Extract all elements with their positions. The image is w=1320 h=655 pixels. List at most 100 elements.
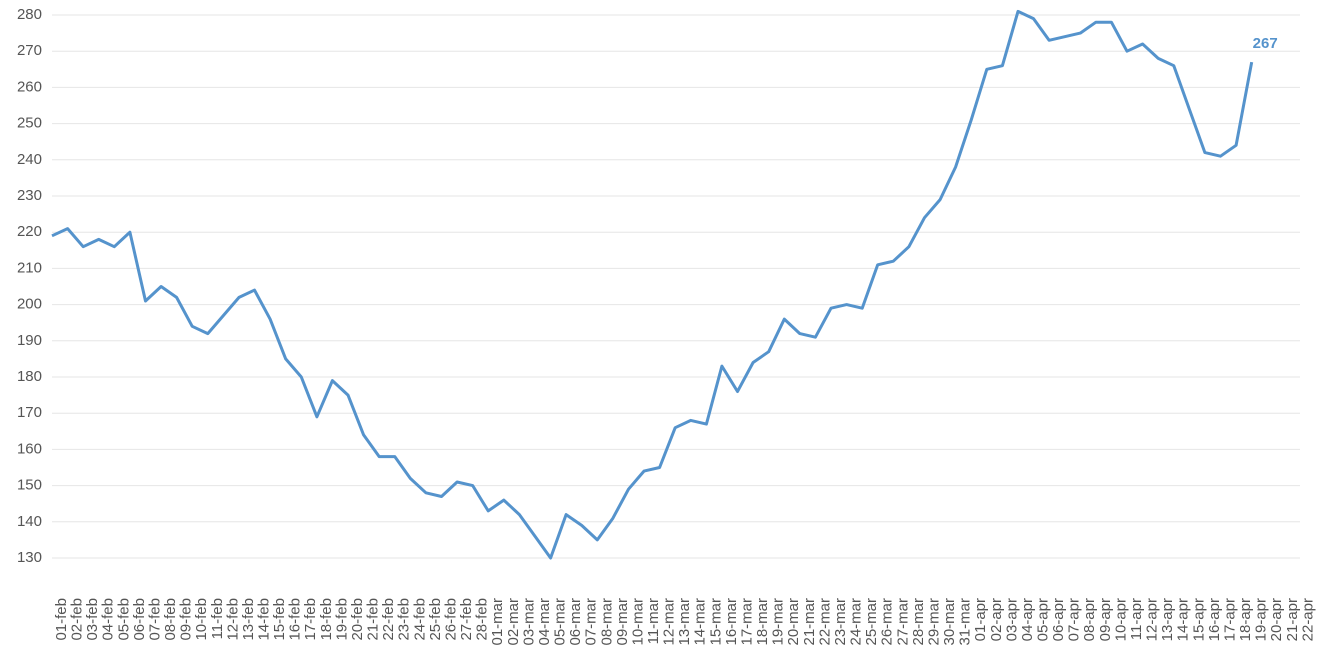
line bbox=[51, 9, 1254, 560]
x-tick-label: 03-apr bbox=[1003, 598, 1020, 641]
y-tick-label: 270 bbox=[17, 42, 42, 59]
x-tick-label: 19-apr bbox=[1253, 598, 1270, 641]
y-tick-label: 150 bbox=[17, 477, 42, 494]
x-tick-label: 24-feb bbox=[411, 598, 428, 641]
y-tick-label: 250 bbox=[17, 115, 42, 132]
x-tick-label: 11-apr bbox=[1128, 598, 1145, 640]
x-tick-label: 07-apr bbox=[1066, 598, 1083, 641]
x-tick-label: 06-mar bbox=[567, 598, 584, 646]
x-tick-label: 08-apr bbox=[1081, 598, 1098, 641]
x-tick-label: 28-feb bbox=[474, 598, 491, 641]
y-tick-label: 200 bbox=[17, 296, 42, 313]
x-tick-label: 19-mar bbox=[770, 598, 787, 646]
x-tick-label: 20-apr bbox=[1268, 598, 1285, 641]
x-tick-label: 12-mar bbox=[661, 598, 678, 646]
x-tick-label: 11-feb bbox=[209, 598, 226, 639]
x-tick-label: 06-apr bbox=[1050, 598, 1067, 641]
x-tick-label: 08-feb bbox=[162, 598, 179, 641]
x-tick-label: 06-feb bbox=[131, 598, 148, 641]
y-tick-label: 220 bbox=[17, 223, 42, 240]
x-tick-label: 17-apr bbox=[1221, 598, 1238, 641]
x-tick-label: 03-mar bbox=[520, 598, 537, 646]
x-tick-label: 04-feb bbox=[100, 598, 117, 641]
x-tick-label: 13-feb bbox=[240, 598, 257, 641]
x-tick-label: 14-apr bbox=[1175, 598, 1192, 641]
x-tick-label: 12-apr bbox=[1144, 598, 1161, 641]
x-tick-label: 16-apr bbox=[1206, 598, 1223, 641]
x-tick-label: 04-apr bbox=[1019, 598, 1036, 641]
x-tick-label: 19-feb bbox=[333, 598, 350, 641]
x-tick-label: 01-apr bbox=[972, 598, 989, 641]
x-tick-label: 28-mar bbox=[910, 598, 927, 646]
x-tick-label: 02-mar bbox=[505, 598, 522, 646]
x-tick-label: 21-apr bbox=[1284, 598, 1301, 641]
x-tick-label: 07-mar bbox=[583, 598, 600, 646]
x-tick-label: 26-feb bbox=[442, 598, 459, 641]
x-tick-label: 16-feb bbox=[287, 598, 304, 641]
x-tick-label: 15-apr bbox=[1190, 598, 1207, 641]
x-tick-label: 12-feb bbox=[224, 598, 241, 641]
y-tick-label: 180 bbox=[17, 368, 42, 385]
x-tick-label: 05-mar bbox=[552, 598, 569, 646]
x-tick-label: 18-apr bbox=[1237, 598, 1254, 641]
y-tick-label: 190 bbox=[17, 332, 42, 349]
x-tick-label: 16-mar bbox=[723, 598, 740, 646]
x-tick-label: 09-apr bbox=[1097, 598, 1114, 641]
x-tick-label: 05-feb bbox=[115, 598, 132, 641]
x-tick-label: 20-mar bbox=[785, 598, 802, 646]
x-tick-label: 24-mar bbox=[848, 598, 865, 646]
x-tick-label: 13-mar bbox=[676, 598, 693, 646]
x-tick-label: 02-apr bbox=[988, 598, 1005, 641]
y-tick-label: 140 bbox=[17, 513, 42, 530]
y-tick-label: 240 bbox=[17, 151, 42, 168]
value-label: 267 bbox=[1253, 35, 1278, 52]
y-tick-label: 160 bbox=[17, 440, 42, 457]
x-tick-label: 11-mar bbox=[645, 598, 662, 644]
y-tick-label: 280 bbox=[17, 6, 42, 23]
x-tick-label: 03-feb bbox=[84, 598, 101, 641]
x-tick-label: 18-mar bbox=[754, 598, 771, 646]
x-tick-label: 23-feb bbox=[396, 598, 413, 641]
x-tick-label: 09-feb bbox=[178, 598, 195, 641]
x-tick-label: 18-feb bbox=[318, 598, 335, 641]
y-tick-label: 260 bbox=[17, 78, 42, 95]
x-tick-label: 14-mar bbox=[692, 598, 709, 646]
x-tick-label: 14-feb bbox=[256, 598, 273, 641]
x-tick-label: 17-mar bbox=[738, 598, 755, 646]
x-tick-label: 15-mar bbox=[707, 598, 724, 646]
x-tick-label: 02-feb bbox=[69, 598, 86, 641]
x-tick-label: 04-mar bbox=[536, 598, 553, 646]
x-tick-label: 27-feb bbox=[458, 598, 475, 641]
x-tick-label: 26-mar bbox=[879, 598, 896, 646]
y-tick-label: 230 bbox=[17, 187, 42, 204]
x-tick-label: 21-feb bbox=[365, 598, 382, 641]
x-tick-label: 27-mar bbox=[894, 598, 911, 646]
x-tick-label: 22-mar bbox=[816, 598, 833, 646]
y-tick-label: 130 bbox=[17, 549, 42, 566]
x-tick-label: 10-mar bbox=[629, 598, 646, 646]
x-tick-label: 01-mar bbox=[489, 598, 506, 646]
x-tick-label: 09-mar bbox=[614, 598, 631, 646]
x-tick-label: 13-apr bbox=[1159, 598, 1176, 641]
x-tick-label: 29-mar bbox=[925, 598, 942, 646]
x-tick-label: 25-feb bbox=[427, 598, 444, 641]
x-tick-label: 08-mar bbox=[598, 598, 615, 646]
x-tick-label: 23-mar bbox=[832, 598, 849, 646]
x-tick-label: 05-apr bbox=[1035, 598, 1052, 641]
x-tick-label: 22-apr bbox=[1299, 598, 1316, 641]
y-tick-label: 170 bbox=[17, 404, 42, 421]
x-tick-label: 30-mar bbox=[941, 598, 958, 646]
x-tick-label: 22-feb bbox=[380, 598, 397, 641]
x-tick-label: 20-feb bbox=[349, 598, 366, 641]
x-tick-label: 31-mar bbox=[957, 598, 974, 646]
x-tick-label: 07-feb bbox=[146, 598, 163, 641]
x-tick-label: 10-feb bbox=[193, 598, 210, 641]
x-tick-label: 01-feb bbox=[53, 598, 70, 641]
x-tick-label: 25-mar bbox=[863, 598, 880, 646]
x-tick-label: 21-mar bbox=[801, 598, 818, 646]
y-tick-label: 210 bbox=[17, 259, 42, 276]
x-tick-label: 17-feb bbox=[302, 598, 319, 641]
x-tick-label: 15-feb bbox=[271, 598, 288, 641]
x-tick-label: 10-apr bbox=[1112, 598, 1129, 641]
